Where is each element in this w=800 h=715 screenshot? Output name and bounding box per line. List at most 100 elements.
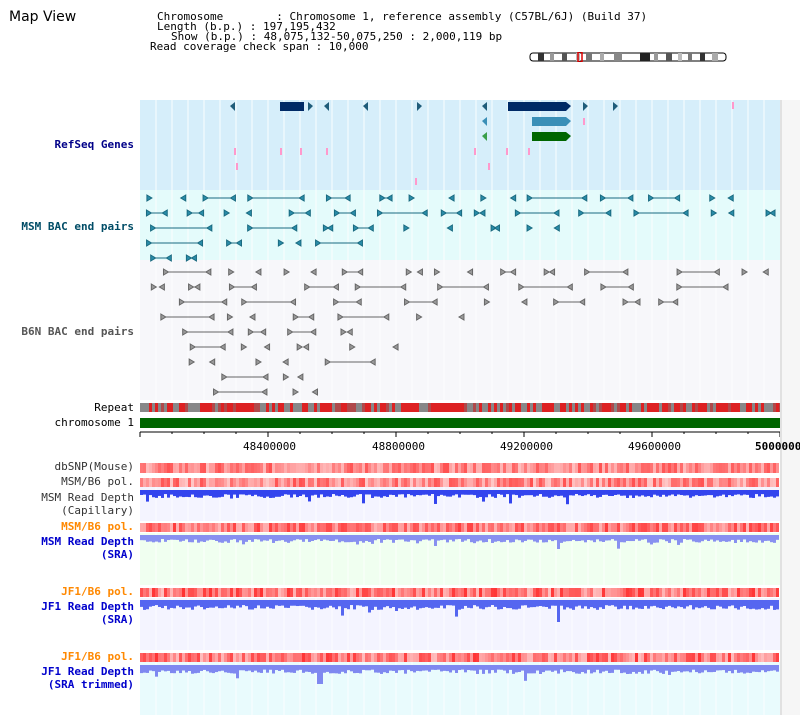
- bac-end-marker: [304, 283, 311, 291]
- bac-end-marker: [289, 298, 297, 306]
- bac-end-marker: [190, 254, 197, 262]
- bac-end-marker: [356, 239, 363, 247]
- show-range-info-line: Show (b.p.) : 48,075,132-50,075,250 : 2,…: [171, 30, 503, 43]
- bac-end-marker: [254, 268, 262, 276]
- bac-end-marker: [150, 254, 157, 262]
- axis-tick-label: 48400000: [243, 440, 296, 453]
- coverage-tracks: [140, 463, 779, 684]
- bac-end-marker: [578, 209, 585, 217]
- bac-end-marker: [600, 283, 607, 291]
- bac-end-marker: [220, 298, 228, 306]
- bac-end-marker: [226, 328, 234, 336]
- bac-end-marker: [367, 224, 374, 232]
- bac-end-marker: [709, 194, 716, 202]
- track-label-b6n-bac[interactable]: B6N BAC end pairs: [21, 325, 134, 338]
- bac-end-marker: [408, 194, 416, 202]
- track-label-msm-b6-pol-2[interactable]: MSM/B6 pol.: [61, 520, 134, 533]
- track-label-msm-depth-cap[interactable]: MSM Read Depth: [41, 491, 134, 504]
- length-info-line: Length (b.p.) : 197,195,432: [157, 20, 336, 33]
- axis-tick-label: 50000000: [755, 440, 800, 453]
- bac-end-marker: [762, 268, 769, 276]
- bac-end-marker: [298, 194, 305, 202]
- gene-block: [532, 117, 566, 126]
- bac-end-marker: [208, 358, 216, 366]
- bac-end-marker: [283, 268, 291, 276]
- bac-end-marker: [509, 194, 517, 202]
- bac-end-marker: [376, 209, 384, 217]
- bac-end-marker: [322, 224, 330, 232]
- bac-end-marker: [292, 313, 300, 321]
- bac-end-marker: [247, 328, 255, 336]
- bac-end-marker: [197, 209, 205, 217]
- bac-end-marker: [356, 268, 364, 276]
- bac-end-marker: [483, 298, 491, 306]
- bac-end-marker: [204, 268, 212, 276]
- track-label-msm-depth-cap-sub: (Capillary): [61, 504, 134, 517]
- bac-end-marker: [259, 328, 267, 336]
- bac-end-marker: [382, 313, 390, 321]
- bac-end-marker: [671, 298, 679, 306]
- track-label-repeat[interactable]: Repeat: [94, 401, 134, 414]
- bac-end-marker: [340, 328, 347, 336]
- bac-end-marker: [448, 194, 455, 202]
- bac-end-marker: [627, 283, 634, 291]
- track-label-chromosome[interactable]: chromosome 1: [54, 416, 134, 429]
- page-title: Map View: [9, 9, 77, 25]
- bac-end-marker: [202, 194, 210, 202]
- bac-end-marker: [354, 283, 362, 291]
- bac-end-marker: [309, 328, 317, 336]
- bac-end-marker: [416, 268, 423, 276]
- track-label-jf1-b6-pol-2[interactable]: JF1/B6 pol.: [61, 650, 134, 663]
- bac-end-marker: [369, 358, 376, 366]
- chromosome-ideogram[interactable]: [528, 52, 728, 62]
- bac-end-marker: [682, 209, 689, 217]
- track-label-msm-depth-sra[interactable]: MSM Read Depth: [41, 535, 134, 548]
- bac-end-marker: [307, 313, 315, 321]
- bac-end-marker: [526, 194, 534, 202]
- bac-end-marker: [161, 209, 168, 217]
- bac-end-marker: [446, 224, 453, 232]
- bac-end-marker: [292, 388, 300, 396]
- bac-end-marker: [552, 209, 560, 217]
- bac-end-marker: [186, 209, 194, 217]
- bac-end-marker: [228, 283, 236, 291]
- bac-end-marker: [349, 209, 356, 217]
- track-label-dbsnp[interactable]: dbSNP(Mouse): [54, 460, 134, 473]
- bac-end-marker: [310, 268, 317, 276]
- track-label-jf1-depth-sra[interactable]: JF1 Read Depth: [41, 600, 134, 613]
- track-label-jf1-depth-trim[interactable]: JF1 Read Depth: [41, 665, 134, 678]
- track-label-msm-bac[interactable]: MSM BAC end pairs: [21, 220, 134, 233]
- bac-end-marker: [599, 194, 607, 202]
- bac-end-marker: [440, 209, 448, 217]
- bac-end-marker: [578, 298, 586, 306]
- bac-end-marker: [315, 239, 322, 247]
- bac-end-marker: [548, 268, 556, 276]
- bac-end-marker: [482, 283, 489, 291]
- bac-end-marker: [421, 209, 428, 217]
- bac-end-marker: [229, 194, 236, 202]
- track-label-refseq[interactable]: RefSeq Genes: [54, 138, 134, 151]
- repeat-track: [140, 403, 782, 412]
- bac-end-marker: [179, 194, 187, 202]
- bac-end-marker: [416, 313, 423, 321]
- track-label-jf1-b6-pol[interactable]: JF1/B6 pol.: [61, 585, 134, 598]
- bac-end-marker: [455, 209, 463, 217]
- bac-end-marker: [673, 194, 681, 202]
- bac-end-marker: [188, 283, 195, 291]
- coverage-span-info-line: Read coverage check span : 10,000: [150, 40, 369, 53]
- bac-end-marker: [386, 194, 393, 202]
- bac-end-marker: [277, 239, 285, 247]
- bac-end-marker: [543, 268, 551, 276]
- bac-end-marker: [185, 254, 193, 262]
- bac-end-marker: [333, 298, 340, 306]
- bac-end-marker: [188, 358, 196, 366]
- bac-end-marker: [311, 388, 318, 396]
- axis-tick-label: 48800000: [372, 440, 425, 453]
- track-label-msm-b6-pol[interactable]: MSM/B6 pol.: [61, 475, 134, 488]
- bac-end-marker: [520, 298, 528, 306]
- bac-end-marker: [146, 194, 153, 202]
- bac-end-marker: [158, 283, 165, 291]
- bac-end-marker: [223, 209, 231, 217]
- bac-end-marker: [145, 209, 153, 217]
